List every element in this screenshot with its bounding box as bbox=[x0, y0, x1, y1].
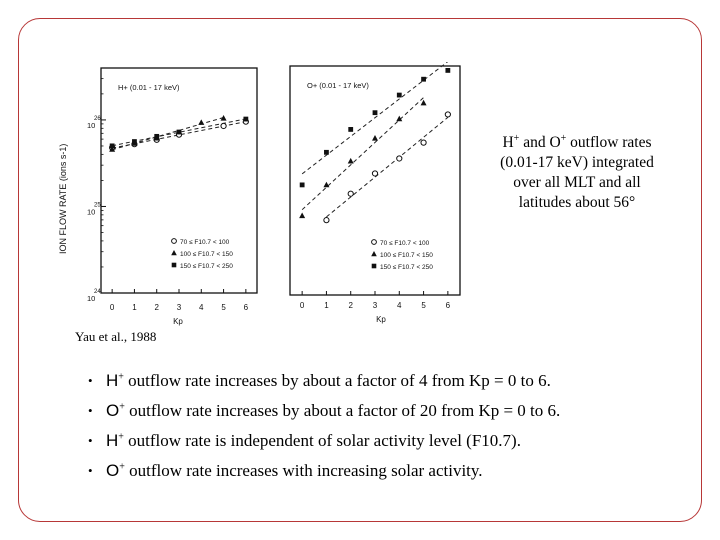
y-tick-exponent: 25 bbox=[94, 202, 101, 208]
panel-title: H+ (0.01 - 17 keV) bbox=[118, 83, 180, 92]
data-point-triangle bbox=[220, 114, 227, 121]
x-tick-label: 2 bbox=[348, 301, 353, 310]
x-tick-label: 6 bbox=[446, 301, 451, 310]
data-point-circle bbox=[323, 217, 330, 224]
bullet-item: • H+ outflow rate increases by about a fa… bbox=[88, 371, 551, 390]
data-point-square bbox=[372, 110, 378, 116]
data-point-square bbox=[176, 129, 182, 135]
legend-label: 70 ≤ F10.7 < 100 bbox=[180, 239, 230, 246]
x-tick-label: 5 bbox=[421, 301, 426, 310]
legend-marker-square bbox=[171, 262, 177, 268]
y-axis-label: ION FLOW RATE (ions s-1) bbox=[58, 144, 68, 254]
fit-line bbox=[326, 116, 449, 218]
plot-frame bbox=[289, 65, 461, 296]
figure-caption: H+ and O+ outflow rates (0.01-17 keV) in… bbox=[480, 133, 674, 213]
x-tick-label: 2 bbox=[154, 303, 159, 312]
data-point-square bbox=[109, 143, 115, 149]
panel-title: O+ (0.01 - 17 keV) bbox=[307, 81, 369, 90]
bullet-dot-icon: • bbox=[88, 463, 93, 478]
x-tick-label: 3 bbox=[177, 303, 182, 312]
y-tick-label: 10 bbox=[87, 207, 95, 216]
legend-marker-circle bbox=[371, 239, 377, 245]
fit-line bbox=[112, 117, 224, 151]
legend-label: 150 ≤ F10.7 < 250 bbox=[180, 263, 233, 270]
data-point-square bbox=[396, 92, 402, 98]
x-tick-label: 5 bbox=[221, 303, 226, 312]
x-axis-label: Kp bbox=[376, 315, 386, 324]
x-tick-label: 1 bbox=[132, 303, 137, 312]
data-point-square bbox=[324, 149, 329, 155]
data-point-triangle bbox=[198, 119, 205, 125]
panel-o-plus: O+ (0.01 - 17 keV) Kp 0 1 2 3 4 5 6 70 ≤ F10.7… bbox=[289, 62, 461, 324]
x-tick-label: 4 bbox=[199, 303, 204, 312]
bullet-item: • O+ outflow rate increases by about a fa… bbox=[88, 401, 561, 420]
data-point-square bbox=[132, 139, 137, 144]
legend-label: 70 ≤ F10.7 < 100 bbox=[380, 240, 430, 247]
data-point-square bbox=[154, 133, 160, 139]
data-point-triangle bbox=[396, 115, 403, 122]
caption-line-1: H+ and O+ outflow rates bbox=[502, 132, 652, 151]
data-point-triangle bbox=[323, 181, 330, 188]
legend-marker-circle bbox=[171, 238, 177, 244]
data-point-square bbox=[348, 127, 354, 132]
data-point-triangle bbox=[347, 157, 354, 164]
bullet-item: • O+ outflow rate increases with increasi… bbox=[88, 461, 483, 480]
legend-marker-triangle bbox=[171, 250, 177, 256]
legend-label: 150 ≤ F10.7 < 250 bbox=[380, 264, 433, 271]
y-tick-label: 10 bbox=[87, 294, 95, 303]
data-point-triangle bbox=[299, 212, 306, 219]
legend-label: 100 ≤ F10.7 < 150 bbox=[380, 252, 433, 259]
caption-line-2: (0.01-17 keV) integrated bbox=[500, 154, 654, 171]
data-point-circle bbox=[371, 170, 379, 177]
data-point-circle bbox=[396, 155, 403, 162]
bullet-list: • H+ outflow rate increases by about a fa… bbox=[88, 370, 688, 490]
plot-frame bbox=[100, 67, 258, 294]
bullet-item: • H+ outflow rate is independent of solar… bbox=[88, 431, 521, 450]
bullet-dot-icon: • bbox=[88, 433, 93, 448]
bullet-dot-icon: • bbox=[88, 403, 93, 418]
figure: H+ (0.01 - 17 keV) ION FLOW RATE (ions s… bbox=[56, 62, 476, 330]
data-point-square bbox=[445, 68, 451, 73]
data-point-triangle bbox=[420, 99, 427, 106]
y-tick-exponent: 24 bbox=[94, 289, 101, 295]
data-point-circle bbox=[220, 122, 227, 130]
data-point-circle bbox=[444, 111, 451, 118]
caption-line-4: latitudes about 56° bbox=[518, 194, 636, 211]
slide-frame bbox=[18, 18, 702, 522]
y-tick-exponent: 26 bbox=[94, 116, 101, 122]
data-point-square bbox=[299, 182, 305, 188]
x-axis-label: Kp bbox=[173, 317, 183, 326]
legend-marker-triangle bbox=[371, 251, 377, 257]
citation: Yau et al., 1988 bbox=[75, 329, 157, 344]
x-tick-label: 6 bbox=[244, 303, 249, 312]
legend-marker-square bbox=[371, 263, 377, 269]
caption-line-3: over all MLT and all bbox=[513, 174, 641, 191]
data-point-circle bbox=[420, 139, 427, 146]
fit-line bbox=[301, 97, 424, 211]
x-tick-label: 0 bbox=[110, 303, 115, 312]
fit-line bbox=[301, 62, 449, 175]
y-tick-label: 10 bbox=[87, 121, 95, 130]
x-tick-label: 1 bbox=[324, 301, 329, 310]
bullet-dot-icon: • bbox=[88, 373, 93, 388]
x-tick-label: 0 bbox=[300, 301, 305, 310]
data-point-triangle bbox=[372, 135, 378, 141]
data-point-triangle bbox=[109, 146, 116, 152]
data-point-square bbox=[421, 76, 426, 82]
data-point-circle bbox=[347, 190, 354, 197]
legend-label: 100 ≤ F10.7 < 150 bbox=[180, 251, 233, 258]
panel-h-plus: H+ (0.01 - 17 keV) ION FLOW RATE (ions s… bbox=[58, 67, 258, 326]
x-tick-label: 3 bbox=[373, 301, 378, 310]
x-tick-label: 4 bbox=[397, 301, 402, 310]
data-point-square bbox=[243, 116, 249, 122]
figure-svg: H+ (0.01 - 17 keV) ION FLOW RATE (ions s… bbox=[58, 62, 461, 326]
